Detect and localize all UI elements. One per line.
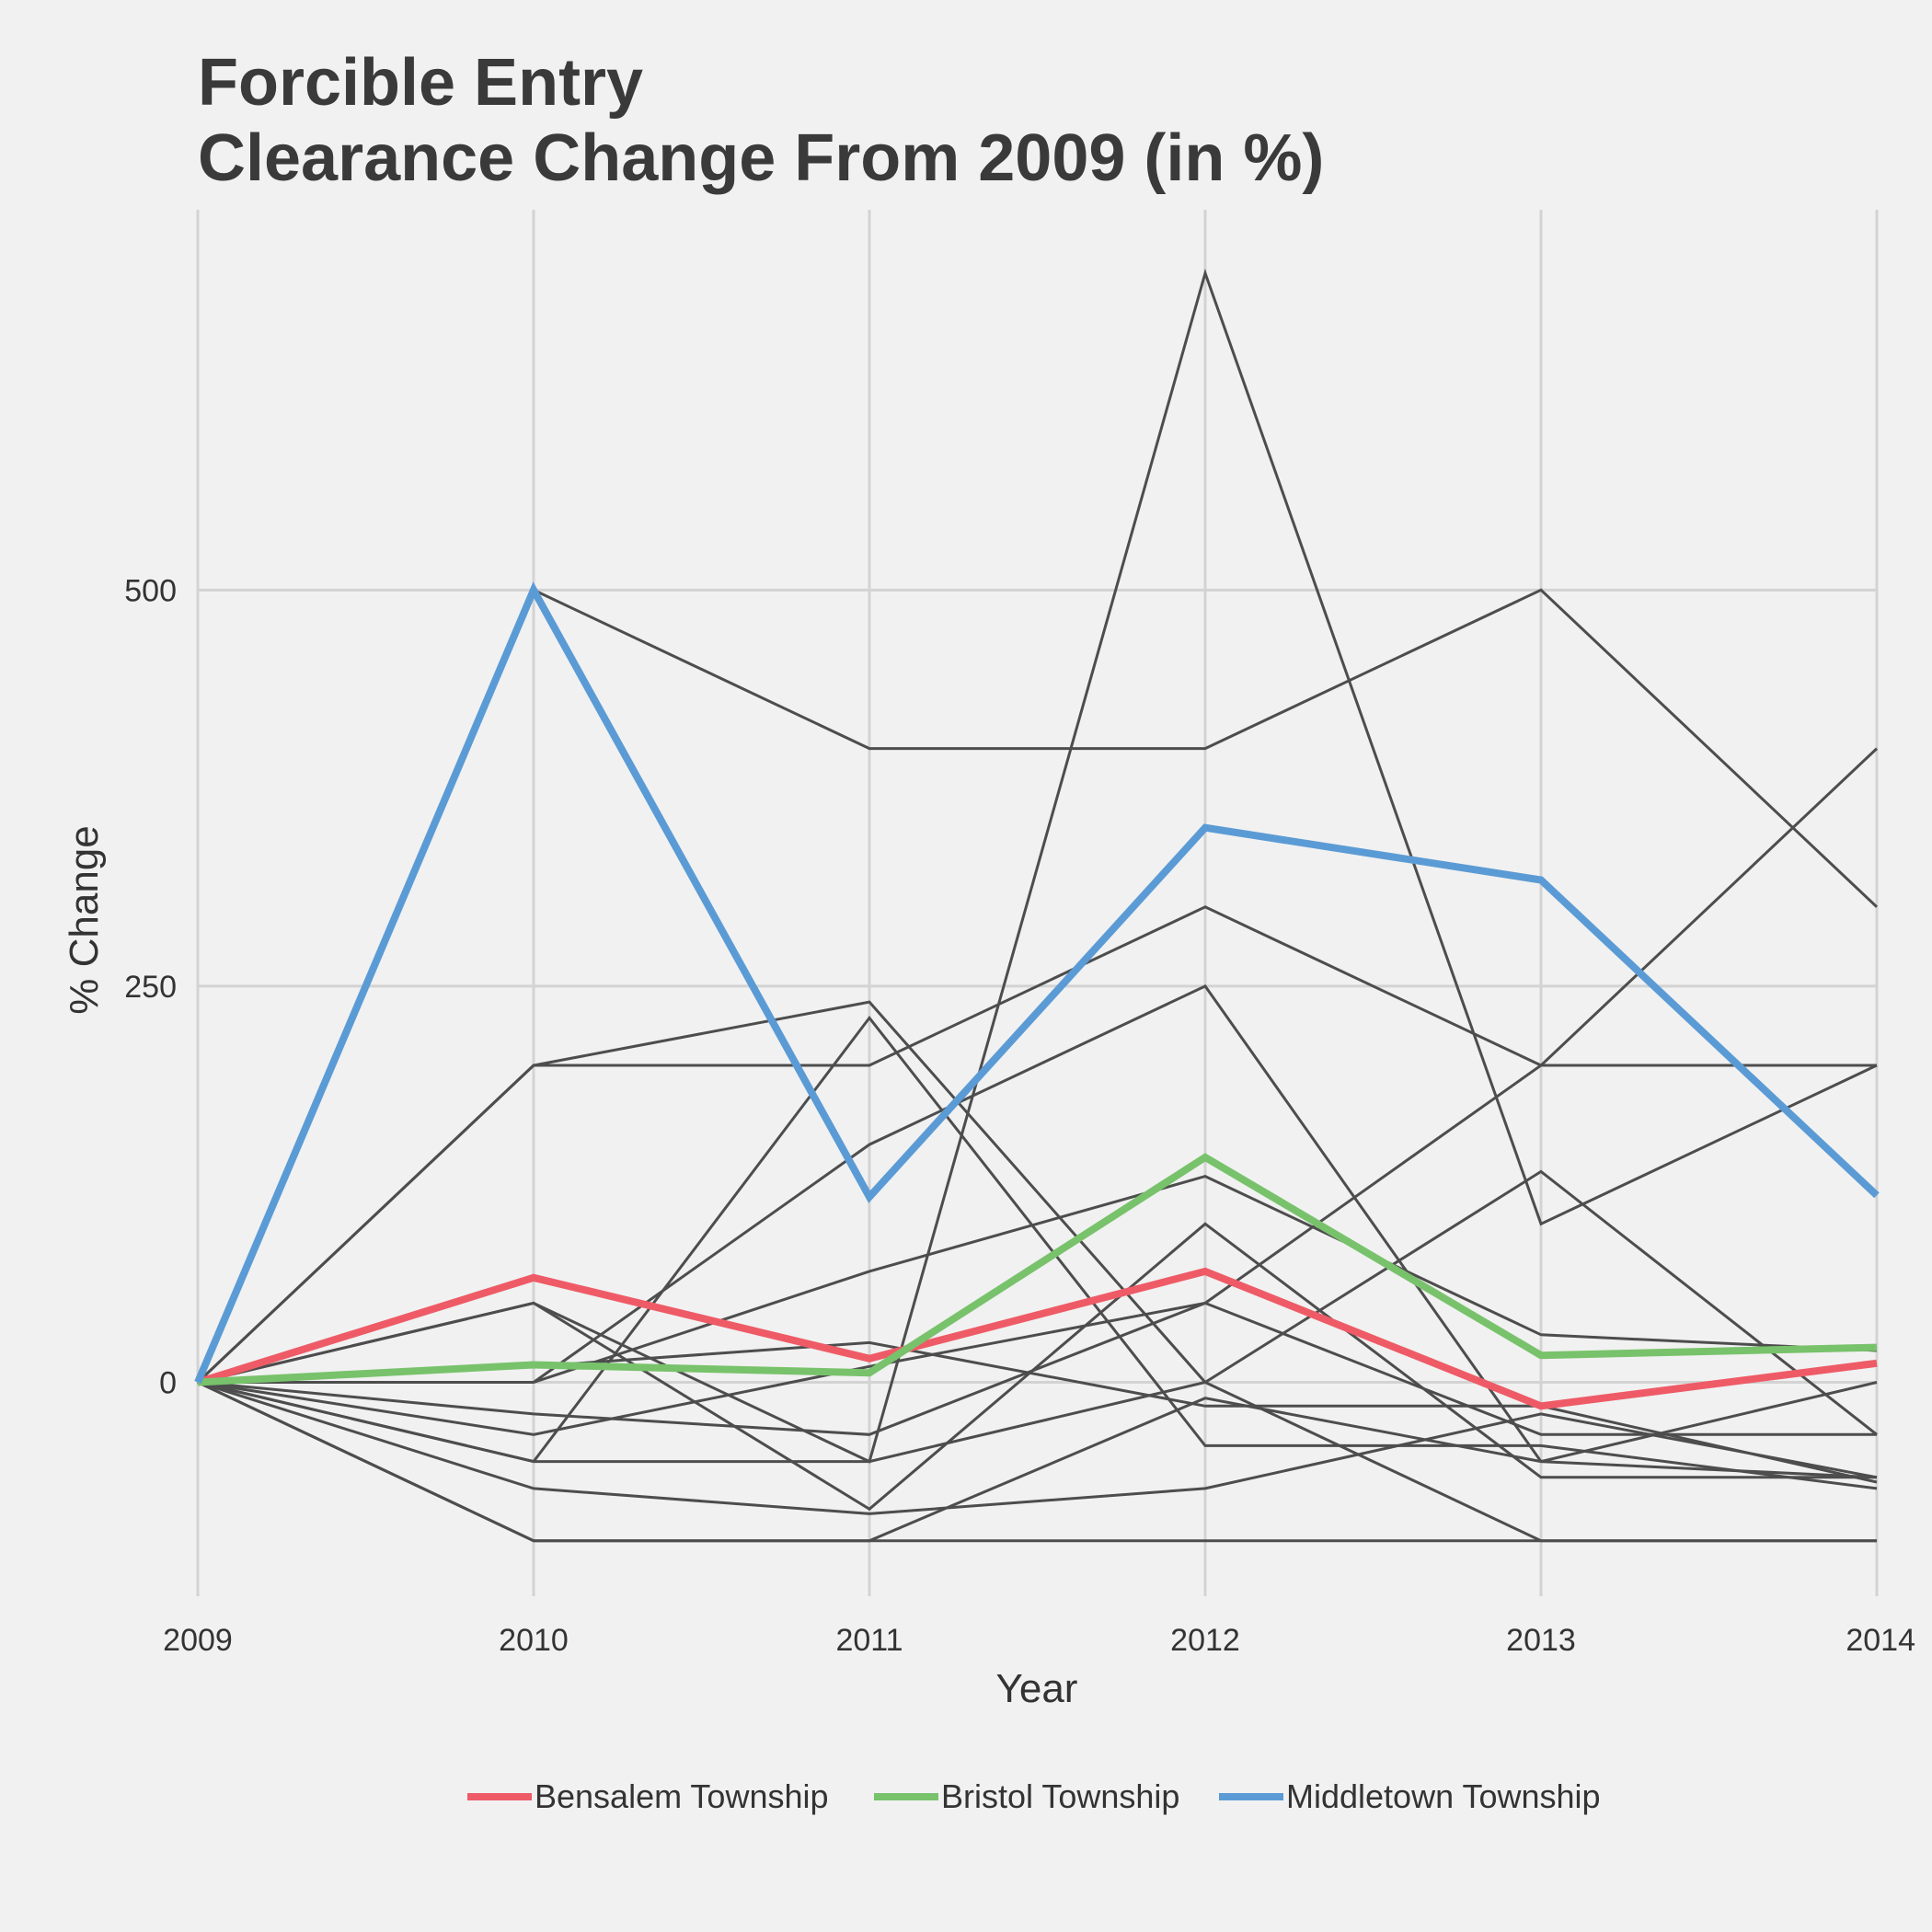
x-tick-label: 2009 xyxy=(163,1623,233,1658)
background-series xyxy=(196,268,1879,1543)
background-series-line xyxy=(197,747,1879,1436)
background-series-line xyxy=(198,1175,1878,1384)
chart-subtitle: Clearance Change From 2009 (in %) xyxy=(198,121,1324,195)
chart-title: Forcible Entry xyxy=(198,46,643,120)
y-axis-ticks: 0 250 500 xyxy=(124,573,177,1400)
highlighted-series xyxy=(194,581,1880,1410)
series-line-middletown-township xyxy=(194,581,1880,1385)
background-series-line xyxy=(197,1381,1878,1515)
x-axis-ticks: 2009 2010 2011 2012 2013 2014 xyxy=(163,1623,1915,1658)
x-tick-label: 2011 xyxy=(835,1623,903,1658)
legend: Bensalem Township Bristol Township Middlet… xyxy=(467,1777,1601,1815)
legend-item: Bensalem Township xyxy=(467,1777,829,1815)
series-line-bristol-township xyxy=(197,1153,1878,1386)
background-series-line xyxy=(197,1169,1878,1464)
x-axis-label: Year xyxy=(996,1666,1078,1711)
legend-item: Bristol Township xyxy=(874,1777,1179,1815)
background-series-line xyxy=(197,1015,1878,1490)
gridlines xyxy=(196,210,1879,1596)
background-series-line xyxy=(197,1301,1877,1436)
background-series-line xyxy=(197,268,1878,1464)
y-tick-label: 250 xyxy=(124,970,177,1005)
x-tick-label: 2010 xyxy=(499,1623,569,1658)
y-tick-label: 500 xyxy=(124,573,177,608)
x-tick-label: 2012 xyxy=(1170,1623,1240,1658)
background-series-line xyxy=(196,1000,1877,1543)
legend-label: Middletown Township xyxy=(1286,1777,1601,1815)
x-tick-label: 2014 xyxy=(1846,1623,1915,1658)
legend-label: Bristol Township xyxy=(941,1777,1179,1815)
y-tick-label: 0 xyxy=(159,1365,177,1400)
legend-item: Middletown Township xyxy=(1219,1777,1601,1815)
legend-label: Bensalem Township xyxy=(535,1777,829,1815)
background-series-line xyxy=(197,1222,1877,1512)
series-line-bensalem-township xyxy=(196,1267,1878,1410)
x-tick-label: 2013 xyxy=(1506,1623,1576,1658)
background-series-line xyxy=(197,1381,1877,1543)
y-axis-label: % Change xyxy=(62,825,107,1014)
